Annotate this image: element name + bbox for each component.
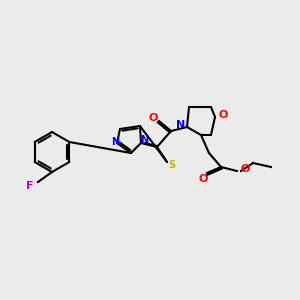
Text: N: N [140, 135, 148, 145]
Text: N: N [176, 120, 186, 130]
Text: F: F [26, 181, 34, 191]
Text: O: O [240, 164, 250, 174]
Text: O: O [198, 174, 208, 184]
Text: N: N [111, 137, 119, 147]
Text: S: S [168, 160, 175, 170]
Text: O: O [218, 110, 228, 120]
Text: O: O [148, 113, 158, 123]
